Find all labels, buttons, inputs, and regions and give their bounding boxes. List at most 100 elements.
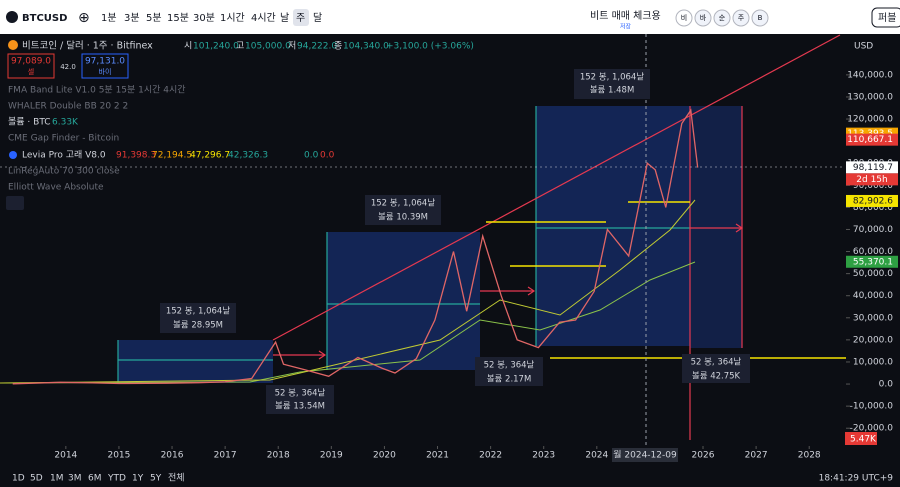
sell-button[interactable] (7, 53, 55, 79)
y-tick-label: 0.0 (879, 380, 894, 390)
range-button[interactable]: 5D (30, 474, 43, 484)
buy-price[interactable]: 97,131.0 (85, 57, 125, 67)
layout-name[interactable]: 비트 매매 체크용 (590, 10, 661, 22)
arrow-head (527, 286, 536, 296)
annotation-volume: 볼륨 2.17M (487, 374, 532, 385)
interval[interactable]: 30분 (193, 12, 215, 24)
price-tag-box (846, 133, 898, 146)
toolbar (0, 0, 900, 34)
interval[interactable]: 15분 (167, 12, 189, 24)
range-button[interactable]: 전체 (168, 473, 185, 484)
interval[interactable]: 날 (280, 12, 289, 24)
ohlc-key: 종 (334, 41, 342, 52)
crosshair-label-box (612, 448, 678, 462)
range-box (536, 106, 690, 346)
x-tick-label: 2027 (745, 451, 768, 461)
indicator-value: 0.0 (304, 151, 319, 161)
crosshair-label: 월 2024-12-09 (613, 449, 677, 461)
circle-label[interactable]: B (758, 14, 763, 22)
buy-button[interactable] (81, 53, 129, 79)
interval[interactable]: 5분 (146, 12, 162, 24)
change: +3,100.0 (+3.06%) (386, 42, 474, 52)
annotation-volume: 볼륨 1.48M (590, 85, 635, 96)
x-tick-label: 2019 (320, 451, 343, 461)
circle-button[interactable] (751, 9, 769, 27)
circle-label[interactable]: 비 (681, 13, 687, 22)
moving-average (0, 199, 696, 384)
annotation-bars: 152 봉, 1,064날 (166, 306, 230, 317)
x-tick-label: 2024 (585, 451, 608, 461)
interval[interactable]: 1분 (101, 12, 117, 24)
range-button[interactable]: 5Y (150, 474, 162, 484)
y-tick-label: -20,000.0 (850, 424, 894, 434)
symbol-icon (6, 11, 18, 23)
interval[interactable]: 4시간 (251, 12, 276, 24)
ohlc-key: 고 (236, 42, 244, 52)
add-symbol[interactable]: ⊕ (78, 10, 90, 26)
annotation-box (160, 303, 236, 333)
annotation-bars: 152 봉, 1,064날 (580, 72, 644, 83)
circle-button[interactable] (713, 9, 731, 27)
price-axis (846, 34, 900, 449)
currency[interactable]: USD (854, 42, 873, 52)
annotation-box (574, 69, 650, 99)
annotation-volume: 볼륨 42.75K (692, 371, 741, 382)
ohlc-key: 저 (288, 41, 296, 52)
buy-label[interactable]: 바이 (99, 67, 112, 76)
ohlc-value: 104,340.0 (343, 42, 389, 52)
x-tick-label: 2017 (214, 451, 237, 461)
annotation-bars: 52 봉, 364날 (275, 388, 326, 399)
saved: 저장 (620, 23, 632, 31)
range-box (327, 232, 480, 370)
y-tick-label: 30,000.0 (853, 313, 893, 323)
publish[interactable]: 퍼블 (878, 12, 896, 24)
coin-icon (8, 40, 18, 50)
symbol[interactable]: BTCUSD (22, 13, 67, 24)
annotation-bars: 152 봉, 1,064날 (371, 198, 435, 209)
range-button[interactable]: YTD (107, 474, 126, 484)
circle-button[interactable] (732, 9, 750, 27)
range-button[interactable]: 6M (88, 474, 102, 484)
ohlc-value: 105,000.0 (245, 42, 291, 52)
x-tick-label: 2020 (373, 451, 396, 461)
range-button[interactable]: 1D (12, 474, 25, 484)
interval[interactable]: 1시간 (220, 12, 245, 24)
circle-button[interactable] (694, 9, 712, 27)
y-tick-label: 140,000.0 (847, 70, 893, 80)
circle-label[interactable]: 바 (700, 13, 707, 22)
circle-label[interactable]: 순 (719, 14, 726, 22)
x-tick-label: 2028 (798, 451, 821, 461)
circle-button[interactable] (675, 9, 693, 27)
y-tick-label: 50,000.0 (853, 269, 893, 279)
y-tick-label: 120,000.0 (847, 115, 893, 125)
annotation-volume: 볼륨 28.95M (173, 320, 223, 331)
range-button[interactable]: 3M (68, 474, 82, 484)
range-button[interactable]: 1M (50, 474, 64, 484)
trend-line (272, 34, 841, 341)
y-tick-label: 90,000.0 (853, 181, 893, 191)
price-tag-box (846, 127, 898, 140)
sell-price[interactable]: 97,089.0 (11, 57, 51, 67)
publish-button[interactable] (871, 7, 900, 28)
x-tick-label: 2018 (267, 451, 290, 461)
indicator-value: 42,326.3 (228, 151, 268, 161)
annotation-volume: 볼륨 13.54M (275, 401, 325, 412)
countdown-box (846, 173, 898, 186)
legend: 비트코인 / 달러 · 1주 · Bitfinex 시 101,240.0 고 … (6, 40, 474, 210)
indicator: Elliott Wave Absolute (8, 183, 104, 193)
annotation-volume: 볼륨 10.39M (378, 212, 428, 223)
circle-label[interactable]: 주 (738, 14, 745, 22)
x-tick-label: 2026 (692, 451, 715, 461)
interval[interactable]: 3분 (124, 12, 140, 24)
interval[interactable]: 주 (296, 13, 305, 24)
sell-label[interactable]: 셀 (28, 68, 34, 76)
y-tick-label: 20,000.0 (853, 335, 893, 345)
interval[interactable]: 달 (313, 12, 322, 24)
collapse-button[interactable] (6, 196, 24, 210)
annotations: 152 봉, 1,064날 볼륨 28.95M 52 봉, 364날 볼륨 13… (160, 69, 750, 414)
price-tag: 110,667.1 (847, 135, 893, 145)
clock: 18:41:29 UTC+9 (819, 474, 894, 484)
indicator: WHALER Double BB 20 2 2 (8, 102, 128, 112)
range-button[interactable]: 1Y (132, 474, 144, 484)
